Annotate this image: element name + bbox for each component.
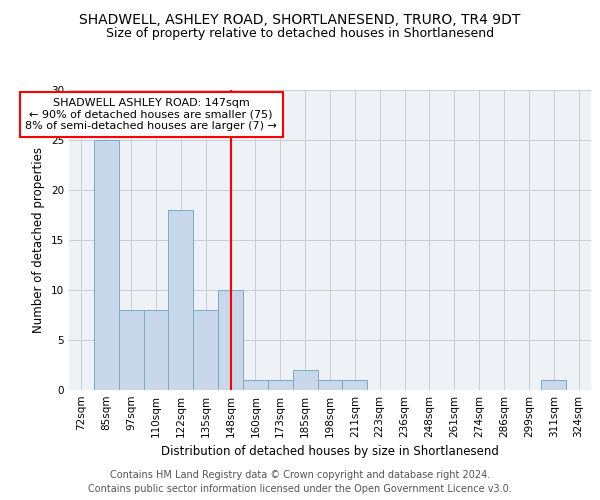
Bar — [243, 380, 268, 390]
Bar — [268, 380, 293, 390]
Bar — [343, 380, 367, 390]
Bar — [169, 210, 193, 390]
Bar — [293, 370, 317, 390]
Bar — [119, 310, 143, 390]
Text: SHADWELL ASHLEY ROAD: 147sqm
← 90% of detached houses are smaller (75)
8% of sem: SHADWELL ASHLEY ROAD: 147sqm ← 90% of de… — [25, 98, 277, 131]
Text: SHADWELL, ASHLEY ROAD, SHORTLANESEND, TRURO, TR4 9DT: SHADWELL, ASHLEY ROAD, SHORTLANESEND, TR… — [79, 12, 521, 26]
Bar — [193, 310, 218, 390]
Bar — [218, 290, 243, 390]
Text: Size of property relative to detached houses in Shortlanesend: Size of property relative to detached ho… — [106, 28, 494, 40]
Bar — [541, 380, 566, 390]
Bar — [143, 310, 169, 390]
X-axis label: Distribution of detached houses by size in Shortlanesend: Distribution of detached houses by size … — [161, 446, 499, 458]
Y-axis label: Number of detached properties: Number of detached properties — [32, 147, 46, 333]
Bar — [317, 380, 343, 390]
Bar — [94, 140, 119, 390]
Text: Contains HM Land Registry data © Crown copyright and database right 2024.
Contai: Contains HM Land Registry data © Crown c… — [88, 470, 512, 494]
